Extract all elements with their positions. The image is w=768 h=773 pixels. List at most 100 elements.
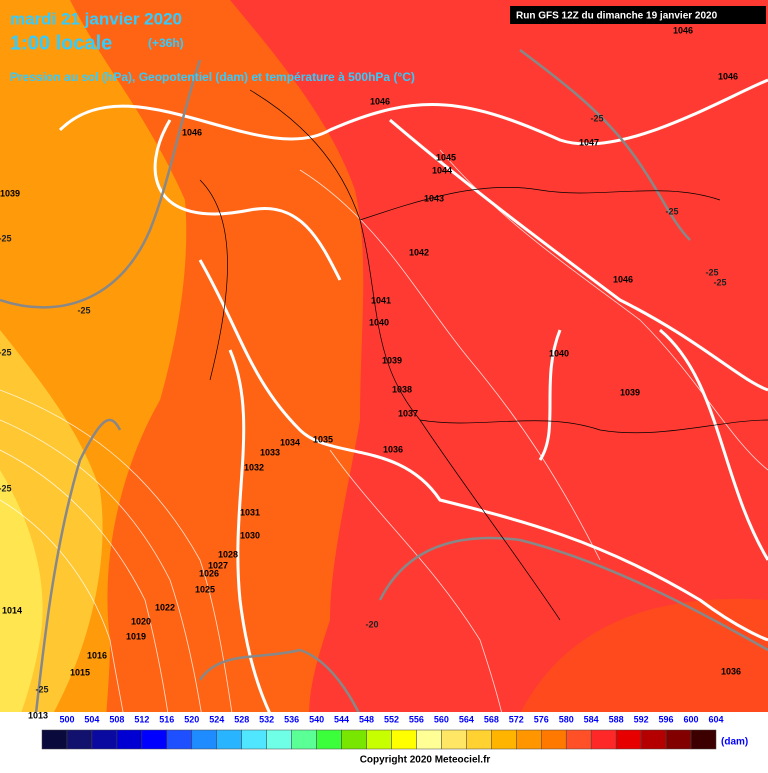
isobar-label: 1020 — [131, 616, 151, 626]
scale-label: 528 — [234, 714, 249, 724]
scale-unit: (dam) — [721, 737, 748, 748]
scale-label: 556 — [409, 714, 424, 724]
temperature-label: -25 — [665, 206, 678, 216]
isobar-label: 1039 — [382, 355, 402, 365]
scale-label: 508 — [109, 714, 124, 724]
scale-swatch — [640, 729, 667, 750]
isobar-label: 1026 — [199, 568, 219, 578]
scale-swatch — [166, 729, 193, 750]
scale-swatch — [341, 729, 367, 750]
scale-label: 564 — [459, 714, 474, 724]
scale-label: 604 — [708, 714, 723, 724]
scale-swatch — [116, 729, 143, 750]
scale-swatch — [466, 729, 492, 750]
scale-swatch — [191, 729, 217, 750]
isobar-label: 1046 — [370, 96, 390, 106]
scale-swatch — [66, 729, 93, 750]
isobar-label: 1015 — [70, 667, 90, 677]
isobar-label: 1046 — [182, 127, 202, 137]
isobar-label: 1032 — [244, 462, 264, 472]
isobar-label: 1039 — [0, 188, 20, 198]
scale-swatch — [590, 729, 617, 750]
scale-swatch — [416, 729, 442, 750]
scale-label: 572 — [509, 714, 524, 724]
forecast-lead: (+36h) — [148, 36, 184, 50]
isobar-label: 1031 — [240, 507, 260, 517]
scale-label: 568 — [484, 714, 499, 724]
temperature-label: -25 — [713, 277, 726, 287]
forecast-date: mardi 21 janvier 2020 — [10, 9, 182, 28]
isobar-label: 1046 — [673, 25, 693, 35]
isobar-label: 1040 — [549, 348, 569, 358]
temperature-label: -25 — [35, 684, 48, 694]
isobar-label: 1014 — [2, 605, 22, 615]
scale-label: 552 — [384, 714, 399, 724]
scale-label: 560 — [434, 714, 449, 724]
scale-swatch — [690, 729, 717, 750]
scale-swatch — [241, 729, 267, 750]
temperature-label: -20 — [365, 619, 378, 629]
borders — [199, 89, 768, 621]
forecast-time: 1:00 locale — [10, 32, 112, 54]
temperature-label: -25 — [0, 233, 12, 243]
scale-label: 516 — [159, 714, 174, 724]
scale-label: 520 — [184, 714, 199, 724]
scale-swatch — [91, 729, 118, 750]
isobar-label: 1013 — [28, 710, 48, 720]
scale-swatch — [665, 729, 692, 750]
isobar-label: 1034 — [280, 437, 300, 447]
scale-label: 596 — [659, 714, 674, 724]
temperature-label: -25 — [705, 267, 718, 277]
isobar-label: 1016 — [87, 650, 107, 660]
scale-swatch — [291, 729, 317, 750]
map-subtitle: Pression au sol (hPa), Geopotentiel (dam… — [10, 70, 415, 84]
temperature-label: -25 — [77, 305, 90, 315]
scale-swatch — [516, 729, 542, 750]
isobar-label: 1045 — [436, 152, 456, 162]
scale-label: 544 — [334, 714, 349, 724]
temperature-label: -25 — [590, 113, 603, 123]
scale-label: 584 — [584, 714, 599, 724]
scale-label: 592 — [634, 714, 649, 724]
scale-label: 524 — [209, 714, 224, 724]
scale-swatch — [216, 729, 242, 750]
isobar-label: 1019 — [126, 631, 146, 641]
scale-label: 504 — [84, 714, 99, 724]
temperature-label: -25 — [0, 483, 12, 493]
isobar-label: 1042 — [409, 247, 429, 257]
isobar-label: 1046 — [613, 274, 633, 284]
isobar-label: 1022 — [155, 602, 175, 612]
run-box — [510, 6, 766, 24]
isobar-label: 1036 — [721, 666, 741, 676]
run-info: Run GFS 12Z du dimanche 19 janvier 2020 — [516, 11, 718, 22]
scale-swatch — [615, 729, 642, 750]
scale-label: 540 — [309, 714, 324, 724]
scale-swatch — [316, 729, 342, 750]
scale-label: 500 — [59, 714, 74, 724]
isobars-main — [58, 78, 768, 769]
scale-label: 536 — [284, 714, 299, 724]
isobar-label: 1038 — [392, 384, 412, 394]
isobar-label: 1035 — [313, 434, 333, 444]
isobar-label: 1027 — [208, 560, 228, 570]
scale-label: 576 — [534, 714, 549, 724]
scale-swatch — [141, 729, 168, 750]
isobar-label: 1046 — [718, 71, 738, 81]
scale-label: 580 — [559, 714, 574, 724]
isobar-label: 1044 — [432, 165, 452, 175]
scale-label: 600 — [684, 714, 699, 724]
isobar-label: 1036 — [383, 444, 403, 454]
isobar-label: 1040 — [369, 317, 389, 327]
scale-swatch — [391, 729, 417, 750]
isobar-label: 1033 — [260, 447, 280, 457]
scale-swatch — [366, 729, 392, 750]
scale-swatch — [491, 729, 517, 750]
scale-swatch — [441, 729, 467, 750]
isobar-label: 1037 — [398, 408, 418, 418]
scale-swatch — [565, 729, 592, 750]
zone-light-yellow — [0, 470, 43, 768]
scale-label: 532 — [259, 714, 274, 724]
isobar-label: 1043 — [424, 193, 444, 203]
